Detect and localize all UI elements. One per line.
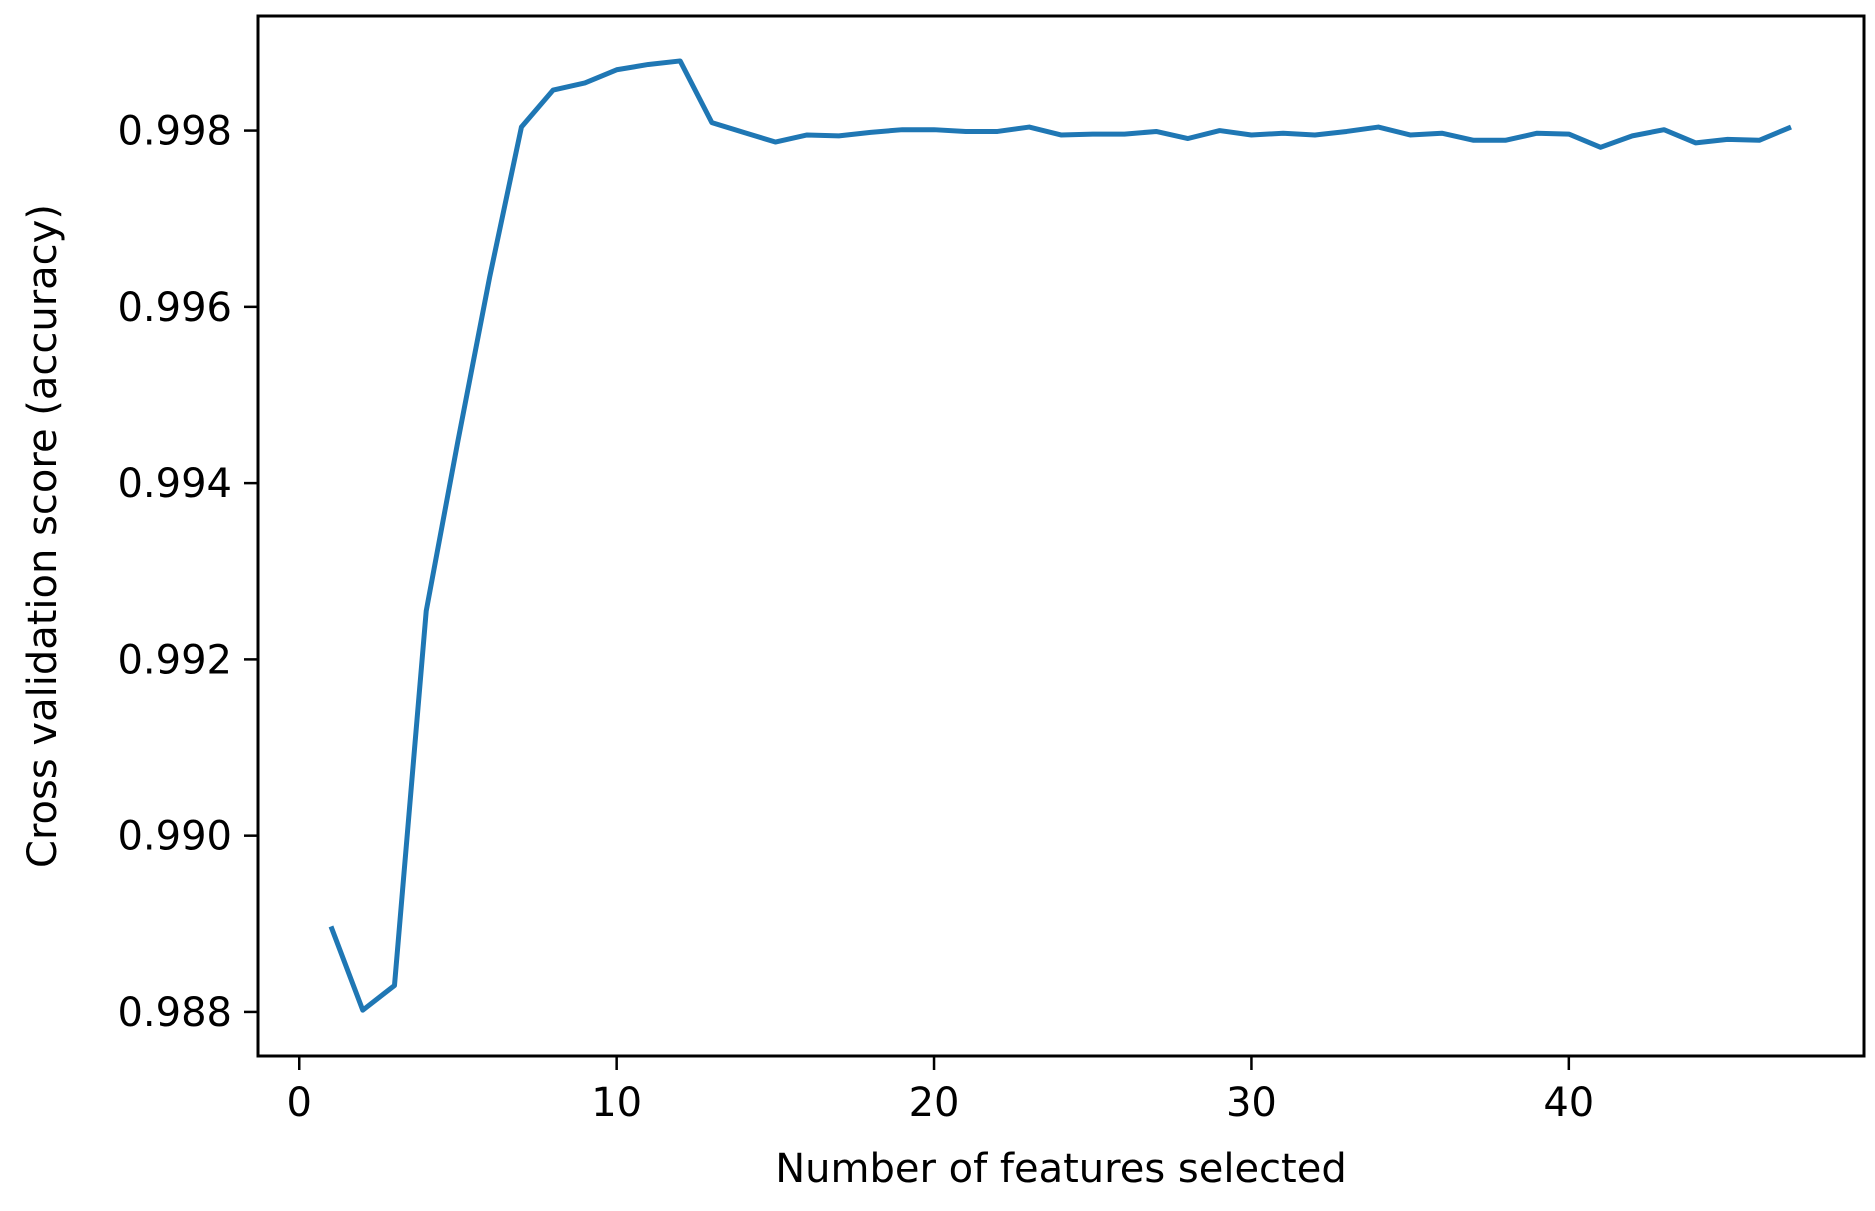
y-tick-label: 0.990: [117, 814, 232, 860]
x-tick-label: 40: [1543, 1080, 1594, 1126]
y-axis-label: Cross validation score (accuracy): [20, 204, 66, 868]
axis-ticks: 0 10 20 30 40 0.988 0.990 0.992 0.994 0.996 0.998: [117, 109, 1594, 1126]
x-tick-label: 20: [909, 1080, 960, 1126]
axes-frame: [256, 14, 1866, 1058]
y-tick-label: 0.994: [117, 461, 232, 507]
y-tick-label: 0.988: [117, 990, 232, 1036]
y-tick-label: 0.998: [117, 109, 232, 155]
series-line: [328, 58, 1792, 1013]
x-axis-label: Number of features selected: [775, 1146, 1346, 1192]
y-tick-label: 0.996: [117, 285, 232, 331]
x-tick-label: 10: [591, 1080, 642, 1126]
y-tick-label: 0.992: [117, 637, 232, 683]
x-tick-label: 30: [1226, 1080, 1277, 1126]
x-tick-label: 0: [287, 1080, 312, 1126]
plot-area: [328, 58, 1792, 1013]
